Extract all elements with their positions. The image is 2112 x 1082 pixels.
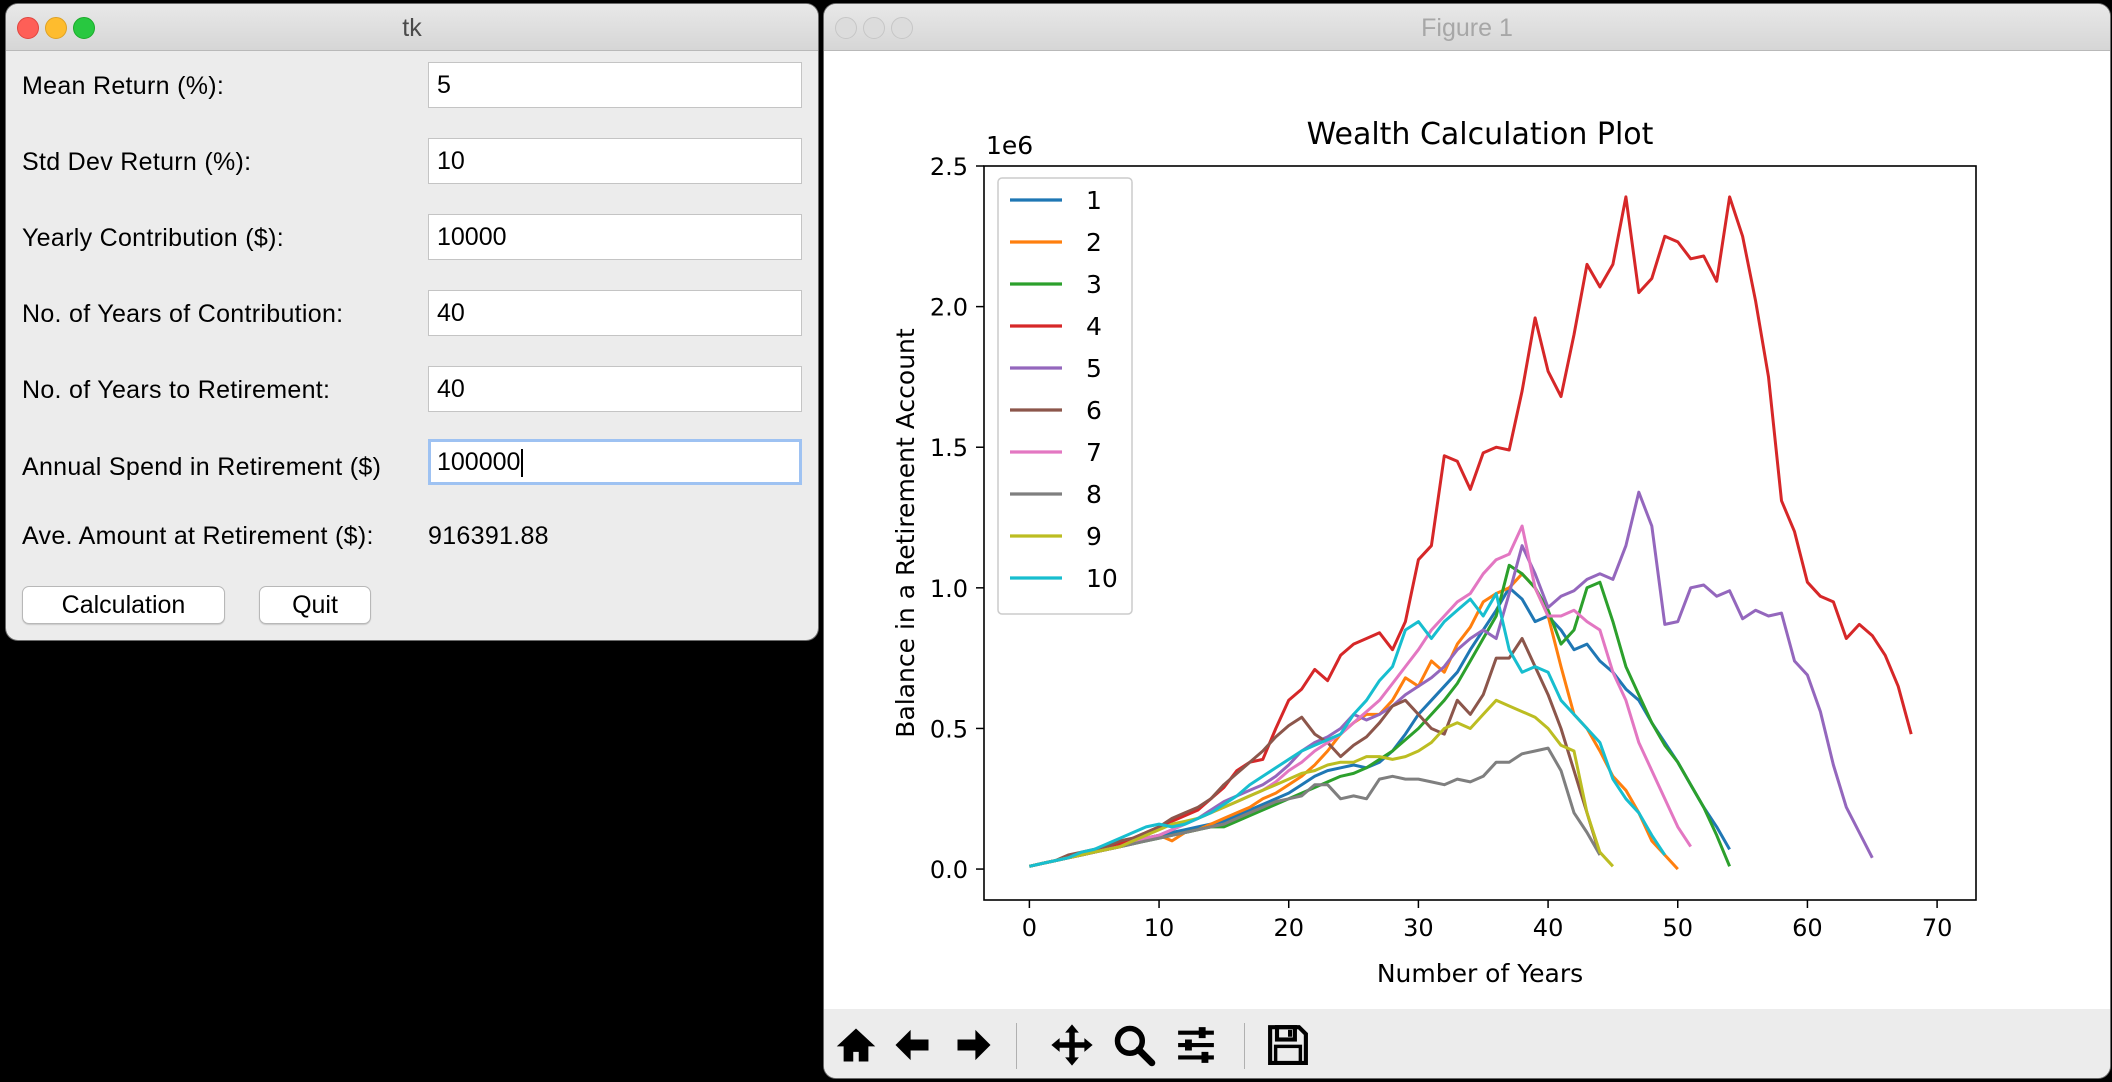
years-to-retirement-label: No. of Years to Retirement: (22, 376, 331, 404)
toolbar-separator (1244, 1023, 1245, 1069)
annual-spend-value: 100000 (437, 448, 521, 476)
legend-label-4: 4 (1086, 312, 1102, 341)
home-icon[interactable] (832, 1021, 880, 1069)
y-tick-label: 0.0 (930, 856, 968, 884)
minimize-button[interactable] (863, 17, 885, 39)
wealth-chart: 0 10 20 30 40 50 60 70 0.0 0.5 1.0 1.5 2.0 2.5 Wealth… (891, 117, 1977, 988)
legend-label-5: 5 (1086, 354, 1102, 383)
y-tick-label: 2.0 (930, 294, 968, 322)
back-arrow-icon[interactable] (888, 1021, 936, 1069)
quit-button[interactable]: Quit (259, 586, 371, 624)
x-tick-label: 40 (1533, 914, 1564, 942)
y-axis-label: Balance in a Retirement Account (891, 328, 920, 738)
x-tick-label: 0 (1022, 914, 1037, 942)
save-icon[interactable] (1264, 1021, 1312, 1069)
figure-canvas[interactable]: 0 10 20 30 40 50 60 70 0.0 0.5 1.0 1.5 2.0 2.5 Wealth… (824, 51, 2110, 1009)
legend-label-6: 6 (1086, 396, 1102, 425)
x-tick-label: 10 (1144, 914, 1175, 942)
yearly-contribution-label: Yearly Contribution ($): (22, 224, 284, 252)
chart-title: Wealth Calculation Plot (1307, 117, 1654, 152)
legend-label-3: 3 (1086, 270, 1102, 299)
tk-window: tk Mean Return (%): 5 Std Dev Return (%)… (6, 4, 818, 640)
x-tick-label: 50 (1662, 914, 1693, 942)
result-label: Ave. Amount at Retirement ($): (22, 522, 374, 550)
figure-titlebar: Figure 1 (824, 4, 2110, 51)
close-button[interactable] (835, 17, 857, 39)
x-tick-label: 30 (1403, 914, 1434, 942)
plot-frame (983, 165, 1977, 901)
navigation-toolbar (824, 1009, 2110, 1078)
years-of-contribution-label: No. of Years of Contribution: (22, 300, 344, 328)
yearly-contribution-input[interactable]: 10000 (428, 214, 802, 260)
legend-label-2: 2 (1086, 228, 1102, 257)
y-offset-label: 1e6 (986, 131, 1033, 160)
maximize-button[interactable] (73, 17, 95, 39)
legend-label-1: 1 (1086, 186, 1102, 215)
zoom-icon[interactable] (1110, 1021, 1158, 1069)
window-title: tk (402, 14, 422, 42)
years-to-retirement-input[interactable]: 40 (428, 366, 802, 412)
configure-subplots-icon[interactable] (1172, 1021, 1220, 1069)
tk-titlebar: tk (6, 4, 818, 51)
series-line-9 (1029, 698, 1615, 868)
text-caret (521, 449, 524, 478)
series-line-10 (1029, 592, 1667, 868)
mean-return-label: Mean Return (%): (22, 72, 225, 100)
y-tick-label: 0.5 (930, 715, 968, 743)
series-line-6 (1029, 637, 1602, 868)
ticks-layer: 0 10 20 30 40 50 60 70 0.0 0.5 1.0 1.5 2.0 2.5 (930, 153, 1953, 942)
calculation-button[interactable]: Calculation (22, 586, 225, 624)
figure-window: Figure 1 0 10 20 30 40 50 60 70 0.0 0.5 1.0 1.5 2.0 2… (824, 4, 2110, 1078)
series-layer (1029, 195, 1913, 871)
legend-label-7: 7 (1086, 438, 1102, 467)
legend: 1 2 3 4 5 6 7 8 9 10 (997, 177, 1133, 615)
maximize-button[interactable] (891, 17, 913, 39)
std-dev-return-input[interactable]: 10 (428, 138, 802, 184)
x-tick-label: 20 (1273, 914, 1304, 942)
window-title: Figure 1 (1421, 14, 1513, 42)
annual-spend-label: Annual Spend in Retirement ($) (22, 453, 382, 481)
legend-box (997, 177, 1133, 615)
close-button[interactable] (17, 17, 39, 39)
minimize-button[interactable] (45, 17, 67, 39)
pan-icon[interactable] (1048, 1021, 1096, 1069)
toolbar-separator (1016, 1023, 1017, 1069)
y-tick-label: 1.5 (930, 434, 968, 462)
mean-return-input[interactable]: 5 (428, 62, 802, 108)
x-tick-label: 70 (1922, 914, 1953, 942)
y-tick-label: 1.0 (930, 575, 968, 603)
result-value: 916391.88 (428, 522, 549, 550)
y-tick-label: 2.5 (930, 153, 968, 181)
legend-label-8: 8 (1086, 480, 1102, 509)
annual-spend-input[interactable]: 100000 (428, 439, 802, 485)
x-tick-label: 60 (1792, 914, 1823, 942)
years-of-contribution-input[interactable]: 40 (428, 290, 802, 336)
forward-arrow-icon[interactable] (950, 1021, 998, 1069)
legend-label-10: 10 (1086, 564, 1118, 593)
std-dev-return-label: Std Dev Return (%): (22, 148, 252, 176)
series-line-4 (1029, 195, 1913, 868)
legend-label-9: 9 (1086, 522, 1102, 551)
x-axis-label: Number of Years (1377, 959, 1583, 988)
series-line-1 (1029, 586, 1731, 868)
